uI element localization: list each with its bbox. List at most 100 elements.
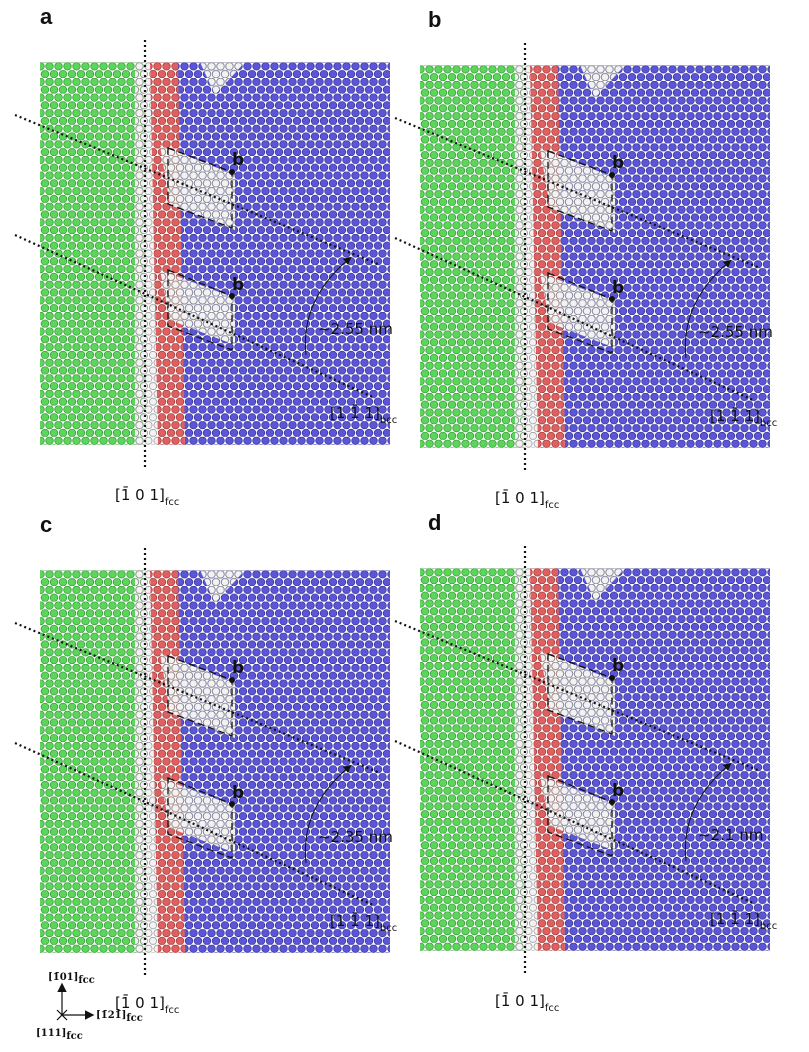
burgers-end bbox=[609, 675, 615, 681]
panel-label: b bbox=[428, 7, 441, 32]
burgers-label: b bbox=[232, 275, 244, 295]
direction-bcc: [1 1̄ 1]bcc bbox=[710, 406, 777, 429]
spacing-label: ~2.1 nm bbox=[698, 826, 763, 844]
fcc-region bbox=[40, 62, 145, 445]
direction-sub: bcc bbox=[760, 921, 777, 932]
spacing-arrow bbox=[684, 762, 732, 862]
burgers-circuit bbox=[547, 272, 613, 354]
panel-label: a bbox=[40, 4, 53, 29]
panel: a b b ~2.55 nm [1 1̄ 1]bcc [1̄ 0 1]fcc bbox=[14, 4, 397, 508]
spacing-label: ~2.35 nm bbox=[318, 828, 393, 846]
defect-grey bbox=[160, 145, 235, 230]
burgers-label: b bbox=[612, 278, 624, 298]
defect-grey bbox=[540, 651, 615, 736]
slip-plane bbox=[14, 741, 376, 908]
burgers-end bbox=[609, 172, 615, 178]
panel: cbb~2.35 nm[1 1̄ 1]bcc[1̄ 0 1]fcc bbox=[14, 512, 397, 1016]
spacing-label: ~2.55 nm bbox=[318, 320, 393, 338]
direction-sub: fcc bbox=[165, 1005, 180, 1016]
fcc-region bbox=[420, 568, 525, 951]
bcc-region bbox=[175, 62, 390, 445]
slip-plane bbox=[394, 619, 761, 773]
direction-text: [1̄ 0 1] bbox=[115, 485, 165, 504]
slip-plane bbox=[394, 739, 756, 906]
burgers-circuit bbox=[167, 147, 233, 229]
burgers-end bbox=[229, 801, 235, 807]
key-out bbox=[56, 1009, 68, 1021]
key-up: [1̄01]fcc bbox=[48, 972, 95, 986]
grey-patch bbox=[580, 65, 625, 98]
burgers-circuit bbox=[547, 150, 613, 232]
direction-fcc: [1̄ 0 1]fcc bbox=[495, 488, 559, 511]
key-right: [1̄21̄]fcc bbox=[96, 1010, 143, 1024]
burgers-end bbox=[229, 293, 235, 299]
grey-patch bbox=[580, 568, 625, 601]
grey-patch bbox=[200, 62, 245, 95]
bcc-region bbox=[175, 570, 390, 953]
slip-plane bbox=[394, 116, 761, 270]
defect-grey bbox=[160, 653, 235, 738]
burgers-circuit bbox=[167, 777, 233, 859]
grey-patch bbox=[200, 570, 245, 603]
slip-plane bbox=[394, 236, 756, 403]
panel: d b b ~2.1 nm [1 1̄ 1]bcc [1̄ 0 1]fcc bbox=[394, 510, 777, 1014]
spacing-label: ~2.55 nm bbox=[698, 323, 773, 341]
fcc-region bbox=[420, 65, 525, 448]
direction-sub: bcc bbox=[380, 415, 397, 426]
axes-key: [1̄01]fcc [1̄21̄]fcc [111]fcc bbox=[36, 972, 143, 1042]
panel: b b b ~2.55 nm [1 1̄ 1]bcc [1̄ 0 1]fcc bbox=[394, 7, 777, 511]
slip-plane bbox=[14, 621, 381, 775]
direction-sub: fcc bbox=[545, 500, 560, 511]
burgers-end bbox=[229, 169, 235, 175]
burgers-circuit bbox=[167, 655, 233, 737]
spacing-arrow bbox=[684, 259, 732, 359]
burgers-end bbox=[609, 296, 615, 302]
direction-bcc: [1 1̄ 1]bcc bbox=[330, 403, 397, 426]
direction-text: [1 1̄ 1] bbox=[330, 911, 380, 930]
burgers-label: b bbox=[232, 658, 244, 678]
direction-text: [1̄ 0 1] bbox=[495, 991, 545, 1010]
direction-bcc: [1 1̄ 1]bcc bbox=[330, 911, 397, 934]
slip-plane bbox=[14, 113, 381, 267]
direction-bcc: [1 1̄ 1]bcc bbox=[710, 909, 777, 932]
direction-text: [1 1̄ 1] bbox=[710, 909, 760, 928]
direction-fcc: [1̄ 0 1]fcc bbox=[115, 485, 179, 508]
direction-sub: bcc bbox=[380, 923, 397, 934]
direction-text: [1 1̄ 1] bbox=[710, 406, 760, 425]
burgers-label: b bbox=[232, 150, 244, 170]
burgers-label: b bbox=[612, 656, 624, 676]
spacing-arrow bbox=[304, 764, 352, 864]
burgers-circuit bbox=[547, 775, 613, 857]
direction-fcc: [1̄ 0 1]fcc bbox=[495, 991, 559, 1014]
key-text: [111] bbox=[36, 1028, 66, 1039]
direction-text: [1̄ 0 1] bbox=[495, 488, 545, 507]
direction-sub: fcc bbox=[165, 497, 180, 508]
burgers-circuit bbox=[167, 269, 233, 351]
key-text: [1̄01] bbox=[48, 972, 78, 983]
bcc-region bbox=[555, 65, 770, 448]
bcc-region bbox=[555, 568, 770, 951]
burgers-end bbox=[609, 799, 615, 805]
burgers-circuit bbox=[547, 653, 613, 735]
panel-label: d bbox=[428, 510, 441, 535]
fcc-region bbox=[40, 570, 145, 953]
key-sub: fcc bbox=[66, 1031, 82, 1042]
slip-plane bbox=[14, 233, 376, 400]
direction-text: [1 1̄ 1] bbox=[330, 403, 380, 422]
burgers-end bbox=[229, 677, 235, 683]
direction-text: [1̄ 0 1] bbox=[115, 993, 165, 1012]
direction-sub: bcc bbox=[760, 418, 777, 429]
panel-label: c bbox=[40, 512, 52, 537]
burgers-label: b bbox=[612, 153, 624, 173]
burgers-label: b bbox=[232, 783, 244, 803]
spacing-arrow bbox=[304, 256, 352, 356]
key-sub: fcc bbox=[126, 1013, 142, 1024]
direction-fcc: [1̄ 0 1]fcc bbox=[115, 993, 179, 1016]
burgers-label: b bbox=[612, 781, 624, 801]
key-sub: fcc bbox=[78, 975, 94, 986]
key-out-label: [111]fcc bbox=[36, 1028, 83, 1042]
defect-grey bbox=[540, 148, 615, 233]
direction-sub: fcc bbox=[545, 1003, 560, 1014]
key-text: [1̄21̄] bbox=[96, 1010, 126, 1021]
